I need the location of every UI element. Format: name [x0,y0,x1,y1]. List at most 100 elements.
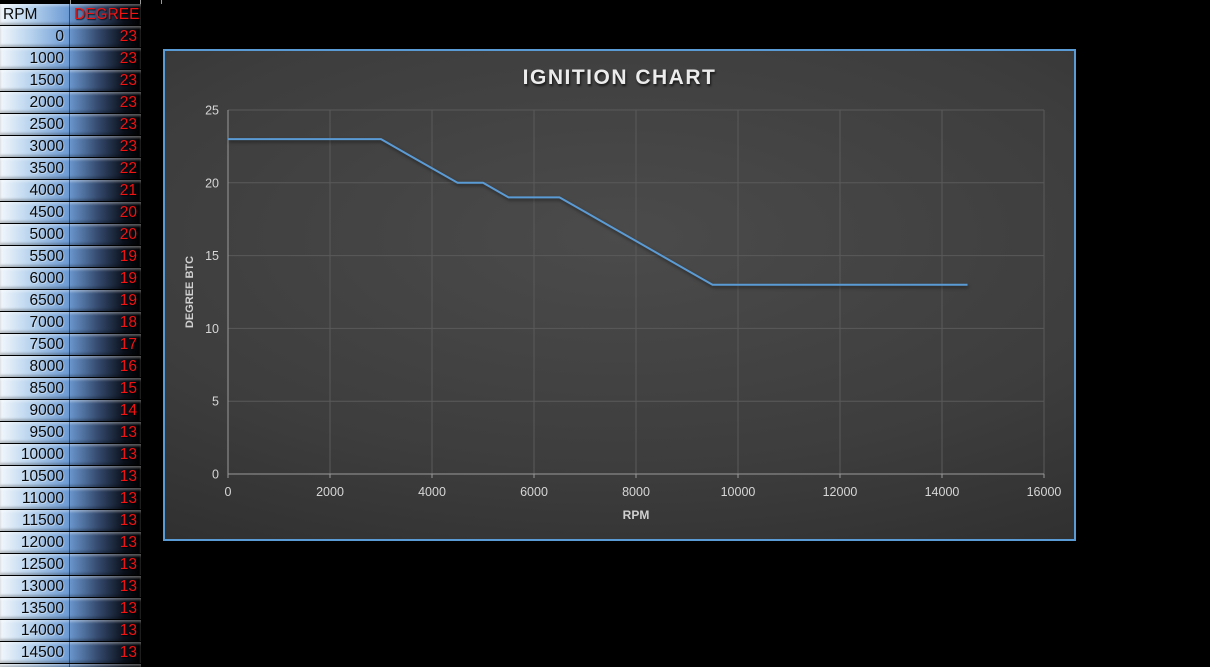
degree-cell[interactable]: 20 [119,204,137,221]
table-row: 13500 13 [0,598,141,620]
degree-cell[interactable]: 13 [119,424,137,441]
rpm-cell[interactable]: 7500 [0,334,70,355]
table-row: 12500 13 [0,554,141,576]
x-tick-label: 6000 [520,485,548,499]
degree-cell[interactable]: 14 [119,402,137,419]
rpm-cell[interactable]: 2000 [0,92,70,113]
degree-cell[interactable]: 15 [119,380,137,397]
table-row: 7000 18 [0,312,141,334]
rpm-header-cell[interactable]: RPM [0,4,70,25]
ignition-series-line[interactable] [228,138,968,286]
table-row: 4000 21 [0,180,141,202]
degree-cell[interactable]: 22 [119,160,137,177]
table-header-row: RPM DEGREE [0,4,141,26]
rpm-cell[interactable]: 1000 [0,48,70,69]
table-row: 12000 13 [0,532,141,554]
y-tick-label: 15 [205,249,219,263]
y-axis-title: DEGREE BTC [184,256,196,328]
y-tick-label: 10 [205,322,219,336]
table-row: 1500 23 [0,70,141,92]
degree-cell[interactable]: 16 [119,358,137,375]
table-row: 7500 17 [0,334,141,356]
x-tick-label: 4000 [418,485,446,499]
rpm-cell[interactable]: 14000 [0,620,70,641]
rpm-cell[interactable]: 10000 [0,444,70,465]
table-row: 1000 23 [0,48,141,70]
x-tick-label: 2000 [316,485,344,499]
y-tick-label: 0 [212,468,219,482]
degree-cell[interactable]: 19 [119,248,137,265]
degree-cell[interactable]: 13 [119,446,137,463]
x-tick-label: 12000 [823,485,858,499]
table-row: 0 23 [0,26,141,48]
table-row: 10000 13 [0,444,141,466]
rpm-cell[interactable]: 2500 [0,114,70,135]
x-tick-label: 16000 [1027,485,1062,499]
degree-cell[interactable]: 13 [119,468,137,485]
ignition-chart[interactable]: IGNITION CHART 0 5 10 15 20 25 0 2000 4000 6000 80… [163,49,1076,541]
degree-cell[interactable]: 23 [119,116,137,133]
degree-cell[interactable]: 13 [119,644,137,661]
rpm-cell[interactable]: 1500 [0,70,70,91]
rpm-cell[interactable]: 13500 [0,598,70,619]
ignition-chart-plot: 0 5 10 15 20 25 0 2000 4000 6000 8000 10000 12000 140… [184,104,1062,523]
x-tick-label: 14000 [925,485,960,499]
rpm-cell[interactable]: 9000 [0,400,70,421]
rpm-cell[interactable]: 6000 [0,268,70,289]
table-row: 9500 13 [0,422,141,444]
degree-cell[interactable]: 13 [119,622,137,639]
rpm-cell[interactable]: 11500 [0,510,70,531]
rpm-cell[interactable]: 12000 [0,532,70,553]
degree-cell[interactable]: 13 [119,556,137,573]
x-tick-label: 0 [225,485,232,499]
degree-cell[interactable]: 23 [119,138,137,155]
rpm-cell[interactable]: 3000 [0,136,70,157]
rpm-cell[interactable]: 3500 [0,158,70,179]
x-tick-label: 10000 [721,485,756,499]
table-row: 5500 19 [0,246,141,268]
rpm-cell[interactable]: 13000 [0,576,70,597]
table-row: 11000 13 [0,488,141,510]
degree-cell[interactable]: 13 [119,490,137,507]
degree-cell[interactable]: 13 [119,578,137,595]
degree-cell[interactable]: 13 [119,600,137,617]
degree-cell[interactable]: 20 [119,226,137,243]
rpm-cell[interactable]: 4500 [0,202,70,223]
table-row: 3000 23 [0,136,141,158]
degree-cell[interactable]: 13 [119,512,137,529]
table-row: 6000 19 [0,268,141,290]
table-row: 14500 13 [0,642,141,664]
rpm-cell[interactable]: 7000 [0,312,70,333]
degree-cell[interactable]: 23 [119,50,137,67]
rpm-cell[interactable]: 14500 [0,642,70,663]
degree-cell[interactable]: 17 [119,336,137,353]
x-axis-title: RPM [623,508,650,522]
table-row: 6500 19 [0,290,141,312]
degree-cell[interactable]: 13 [119,534,137,551]
degree-cell[interactable]: 23 [119,28,137,45]
rpm-cell[interactable]: 12500 [0,554,70,575]
table-row: 5000 20 [0,224,141,246]
degree-cell[interactable]: 18 [119,314,137,331]
table-row: 2000 23 [0,92,141,114]
table-row: 2500 23 [0,114,141,136]
degree-cell[interactable]: 19 [119,270,137,287]
rpm-cell[interactable]: 11000 [0,488,70,509]
table-row: 8500 15 [0,378,141,400]
rpm-cell[interactable]: 5500 [0,246,70,267]
rpm-cell[interactable]: 4000 [0,180,70,201]
table-rows: 0 23 1000 23 1500 23 2000 23 2500 23 3000 23 3500 22 4… [0,26,141,664]
degree-cell[interactable]: 21 [119,182,137,199]
degree-cell[interactable]: 23 [119,94,137,111]
degree-header-cell[interactable]: DEGREE [74,6,140,23]
degree-cell[interactable]: 19 [119,292,137,309]
y-tick-label: 25 [205,104,219,118]
degree-cell[interactable]: 23 [119,72,137,89]
rpm-cell[interactable]: 8000 [0,356,70,377]
rpm-cell[interactable]: 6500 [0,290,70,311]
rpm-cell[interactable]: 5000 [0,224,70,245]
rpm-cell[interactable]: 8500 [0,378,70,399]
rpm-cell[interactable]: 0 [0,26,70,47]
rpm-cell[interactable]: 9500 [0,422,70,443]
rpm-cell[interactable]: 10500 [0,466,70,487]
